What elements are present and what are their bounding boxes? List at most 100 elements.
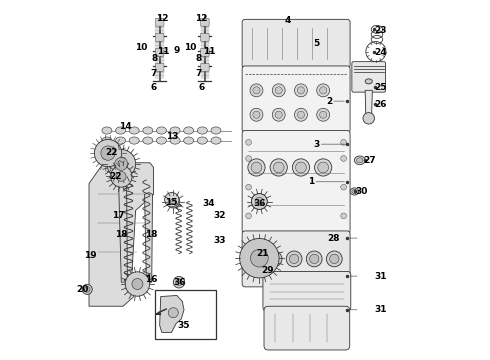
Circle shape — [115, 157, 128, 170]
Text: 13: 13 — [166, 132, 179, 141]
Text: 6: 6 — [198, 83, 204, 92]
Ellipse shape — [156, 127, 167, 134]
Text: 5: 5 — [314, 39, 320, 48]
Circle shape — [297, 111, 304, 118]
Text: 10: 10 — [184, 43, 196, 52]
Ellipse shape — [197, 127, 207, 134]
Circle shape — [319, 111, 327, 118]
Text: 25: 25 — [374, 83, 387, 92]
Circle shape — [173, 276, 185, 288]
Ellipse shape — [211, 127, 221, 134]
Circle shape — [251, 194, 267, 210]
Polygon shape — [119, 185, 127, 282]
FancyBboxPatch shape — [200, 33, 209, 41]
Circle shape — [310, 254, 319, 264]
Circle shape — [318, 162, 329, 173]
Circle shape — [245, 213, 251, 219]
Ellipse shape — [143, 127, 153, 134]
Circle shape — [294, 108, 307, 121]
Circle shape — [251, 194, 267, 210]
Circle shape — [286, 251, 302, 267]
Circle shape — [326, 251, 342, 267]
Text: 18: 18 — [115, 230, 127, 239]
Circle shape — [250, 108, 263, 121]
Ellipse shape — [116, 127, 125, 134]
Text: 22: 22 — [105, 148, 118, 157]
Ellipse shape — [352, 189, 357, 194]
Circle shape — [275, 87, 282, 94]
Circle shape — [315, 159, 332, 176]
Ellipse shape — [116, 137, 125, 144]
Text: 23: 23 — [374, 26, 387, 35]
Circle shape — [275, 111, 282, 118]
Circle shape — [111, 166, 132, 187]
Text: 16: 16 — [146, 275, 158, 284]
Text: 9: 9 — [173, 46, 180, 55]
Circle shape — [272, 108, 285, 121]
Text: 7: 7 — [195, 69, 201, 78]
Text: 22: 22 — [109, 172, 122, 181]
Circle shape — [270, 254, 279, 264]
Text: 15: 15 — [165, 198, 178, 207]
Circle shape — [297, 87, 304, 94]
Circle shape — [256, 198, 263, 205]
Circle shape — [246, 251, 262, 267]
Circle shape — [255, 197, 264, 206]
Text: 8: 8 — [151, 54, 158, 63]
FancyBboxPatch shape — [155, 63, 164, 71]
FancyBboxPatch shape — [200, 48, 209, 56]
Ellipse shape — [184, 127, 194, 134]
FancyBboxPatch shape — [200, 63, 209, 71]
Polygon shape — [365, 90, 372, 118]
Circle shape — [176, 279, 182, 285]
Circle shape — [245, 184, 251, 190]
Ellipse shape — [211, 137, 221, 144]
Circle shape — [250, 249, 268, 267]
Circle shape — [341, 184, 346, 190]
Text: 14: 14 — [119, 122, 131, 131]
Text: 35: 35 — [178, 321, 190, 330]
Text: 32: 32 — [213, 211, 225, 220]
Text: 19: 19 — [84, 251, 97, 260]
Ellipse shape — [129, 137, 139, 144]
Text: 36: 36 — [254, 199, 266, 208]
Circle shape — [294, 84, 307, 97]
Circle shape — [117, 172, 126, 181]
Circle shape — [253, 111, 260, 118]
Circle shape — [272, 84, 285, 97]
FancyBboxPatch shape — [155, 18, 164, 26]
FancyBboxPatch shape — [352, 62, 386, 92]
Circle shape — [306, 251, 322, 267]
Circle shape — [341, 139, 346, 145]
Circle shape — [249, 254, 259, 264]
Text: 10: 10 — [135, 43, 147, 52]
Ellipse shape — [357, 158, 363, 163]
Text: 24: 24 — [374, 48, 387, 57]
Circle shape — [270, 159, 287, 176]
Text: 2: 2 — [326, 96, 332, 105]
Ellipse shape — [184, 137, 194, 144]
Bar — [155, 290, 216, 338]
Circle shape — [330, 254, 339, 264]
Circle shape — [293, 159, 310, 176]
Circle shape — [317, 108, 330, 121]
FancyBboxPatch shape — [242, 231, 350, 287]
Ellipse shape — [170, 127, 180, 134]
Text: 26: 26 — [374, 100, 387, 109]
Ellipse shape — [102, 137, 112, 144]
Ellipse shape — [354, 156, 365, 165]
FancyBboxPatch shape — [263, 271, 351, 311]
Text: 30: 30 — [355, 187, 368, 196]
Text: 12: 12 — [156, 14, 169, 23]
Ellipse shape — [102, 127, 112, 134]
Circle shape — [290, 254, 299, 264]
Ellipse shape — [170, 137, 180, 144]
Circle shape — [319, 87, 327, 94]
Text: 29: 29 — [261, 266, 273, 275]
Ellipse shape — [156, 137, 167, 144]
Text: 7: 7 — [150, 69, 157, 78]
Text: 36: 36 — [173, 278, 186, 287]
Text: 4: 4 — [285, 16, 291, 25]
Circle shape — [167, 195, 180, 208]
FancyBboxPatch shape — [200, 18, 209, 26]
